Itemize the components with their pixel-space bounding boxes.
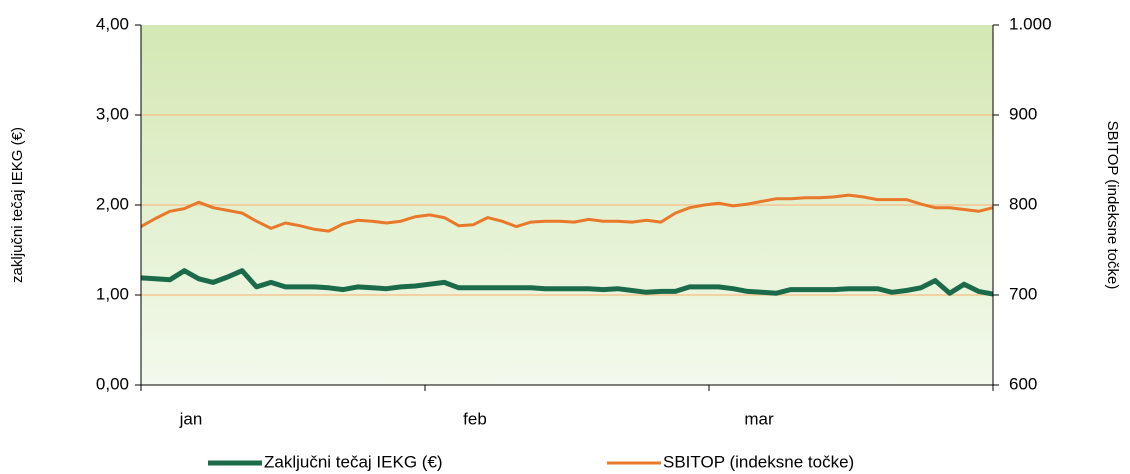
- line-series: [140, 193, 994, 233]
- x-tick-label: feb: [463, 409, 487, 428]
- line-series: [140, 268, 994, 297]
- x-tick-label: jan: [179, 409, 203, 428]
- legend-label: SBITOP (indeksne točke): [663, 452, 854, 471]
- y2-tick-label: 600: [1009, 374, 1037, 393]
- y2-tick-label: 700: [1009, 284, 1037, 303]
- x-tick-label: mar: [744, 409, 774, 428]
- y-tick-label: 2,00: [96, 194, 129, 213]
- legend-label: Zaključni tečaj IEKG (€): [264, 452, 443, 471]
- y-axis-title: zaključni tečaj IEKG (€): [9, 127, 26, 283]
- y-tick-label: 0,00: [96, 374, 129, 393]
- y2-tick-label: 800: [1009, 194, 1037, 213]
- y2-axis-title: SBITOP (indeksne točke): [1104, 121, 1121, 290]
- y2-tick-label: 1.000: [1009, 14, 1052, 33]
- y-tick-label: 4,00: [96, 14, 129, 33]
- y2-tick-label: 900: [1009, 104, 1037, 123]
- y-tick-label: 1,00: [96, 284, 129, 303]
- y-tick-label: 3,00: [96, 104, 129, 123]
